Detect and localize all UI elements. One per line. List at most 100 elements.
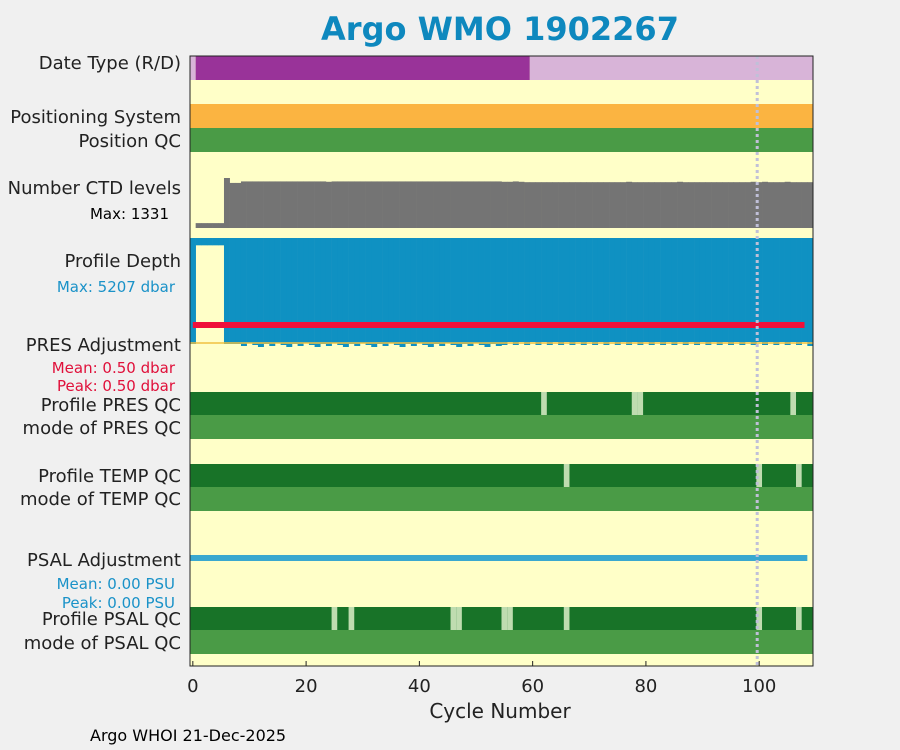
date_type-segment — [529, 56, 813, 80]
ctd-level-bar — [229, 182, 236, 228]
ctd-level-bar — [654, 182, 661, 228]
ctd-level-bar — [541, 182, 548, 228]
profile-depth-bar — [512, 238, 519, 345]
profile_psal_qc-flag-cycle — [507, 607, 513, 630]
positioning-band — [190, 104, 813, 128]
ctd-level-bar — [586, 182, 593, 228]
profile-depth-bar — [393, 238, 400, 345]
profile-depth-bar — [575, 238, 582, 342]
profile-depth-bar — [206, 238, 213, 246]
profile-depth-bar — [354, 238, 361, 346]
ctd-level-bar — [235, 182, 242, 228]
ctd-level-bar — [665, 182, 672, 228]
x-axis-label: Cycle Number — [429, 699, 571, 723]
mode_temp_qc-segment — [190, 487, 813, 511]
x-tick-label: 60 — [521, 676, 544, 697]
chart-title: Argo WMO 1902267 — [321, 10, 679, 48]
profile-depth-bar — [524, 238, 531, 345]
profile_pres_qc-flag-cycle — [790, 392, 797, 415]
profile-depth-bar — [790, 238, 797, 342]
profile-depth-bar — [705, 238, 712, 345]
ctd-level-bar — [501, 181, 508, 228]
pres_adjustment-label: PRES Adjustment — [26, 335, 181, 356]
ctd-level-bar — [422, 181, 429, 228]
profile-depth-bar — [212, 238, 219, 246]
profile-depth-bar — [580, 238, 587, 345]
profile-depth-bar — [688, 238, 695, 342]
profile-depth-bar — [257, 238, 264, 347]
profile-depth-bar — [614, 238, 621, 345]
ctd-level-bar — [490, 181, 497, 228]
profile_psal_qc-flag-cycle — [331, 607, 338, 630]
profile-depth-bar — [484, 238, 491, 347]
ctd-level-bar — [354, 181, 361, 228]
ctd-level-bar — [382, 181, 389, 228]
ctd-level-bar — [739, 182, 746, 228]
ctd-level-bar — [331, 181, 338, 228]
profile-depth-bar — [490, 238, 497, 344]
profile-depth-bar — [478, 238, 485, 345]
profile_temp_qc-label: Profile TEMP QC — [38, 466, 181, 487]
profile-depth-bar — [665, 238, 672, 342]
profile-depth-bar — [433, 238, 440, 344]
profile-depth-bar — [450, 238, 457, 345]
ctd-level-bar — [274, 181, 281, 228]
ctd-level-bar — [779, 182, 785, 228]
profile_pres_qc-flag-cycle — [541, 392, 547, 415]
ctd-level-bar — [240, 181, 247, 228]
ctd-level-bar — [648, 182, 655, 228]
ctd-level-bar — [745, 182, 751, 228]
ctd-levels-bars — [195, 178, 814, 228]
profile-depth-bar — [308, 238, 315, 345]
x-tick-label: 0 — [187, 676, 198, 697]
profile_psal_qc-band — [190, 607, 813, 630]
ctd-level-bar — [512, 181, 519, 228]
ctd-level-bar — [563, 182, 570, 228]
ctd-level-bar — [637, 182, 644, 228]
ctd-level-bar — [359, 181, 366, 228]
profile-depth-bar — [427, 238, 434, 347]
profile-depth-bar — [359, 238, 366, 343]
ctd-level-bar — [473, 181, 480, 228]
profile-depth-bar — [201, 238, 208, 246]
ctd-level-bar — [478, 181, 485, 228]
profile-depth-bar — [337, 238, 344, 345]
profile_pres_qc-base — [190, 392, 813, 415]
profile-depth-bar — [716, 238, 723, 345]
profile-depth-bar — [631, 238, 638, 342]
profile-depth-bar — [671, 238, 678, 345]
profile-depth-bar — [722, 238, 729, 342]
profile-depth-bar — [779, 238, 785, 342]
profile-depth-bar — [473, 238, 480, 343]
ctd-level-bar — [444, 181, 451, 228]
profile-depth-bars — [190, 238, 814, 347]
profile-depth-bar — [699, 238, 706, 342]
profile-depth-bar — [773, 238, 780, 345]
ctd-level-bar — [303, 181, 310, 228]
profile-depth-bar — [552, 238, 559, 342]
ctd-level-bar — [291, 181, 298, 228]
date_type-segment — [195, 56, 530, 80]
ctd-level-bar — [688, 182, 695, 228]
ctd-level-bar — [790, 182, 797, 228]
profile-depth-bar — [280, 238, 287, 345]
ctd-level-bar — [609, 182, 616, 228]
profile_psal_qc-flag-cycle — [796, 607, 802, 630]
profile-depth-bar — [303, 238, 310, 343]
profile_temp_qc-flag-cycle — [756, 464, 763, 487]
position_qc-band — [190, 128, 813, 152]
ctd-level-bar — [376, 181, 383, 228]
ctd-level-bar — [393, 181, 400, 228]
profile-depth-bar — [331, 238, 338, 343]
ctd-level-bar — [597, 182, 604, 228]
profile-depth-bar — [767, 238, 774, 342]
ctd-level-bar — [388, 181, 395, 228]
ctd-level-bar — [750, 181, 757, 228]
ctd-level-bar — [733, 182, 740, 228]
profile-depth-bar — [535, 238, 542, 345]
profile-depth-bar — [320, 238, 327, 344]
ctd-level-bar — [552, 182, 559, 228]
ctd-level-bar — [546, 182, 553, 228]
psal-peak-note: Peak: 0.00 PSU — [62, 594, 175, 612]
